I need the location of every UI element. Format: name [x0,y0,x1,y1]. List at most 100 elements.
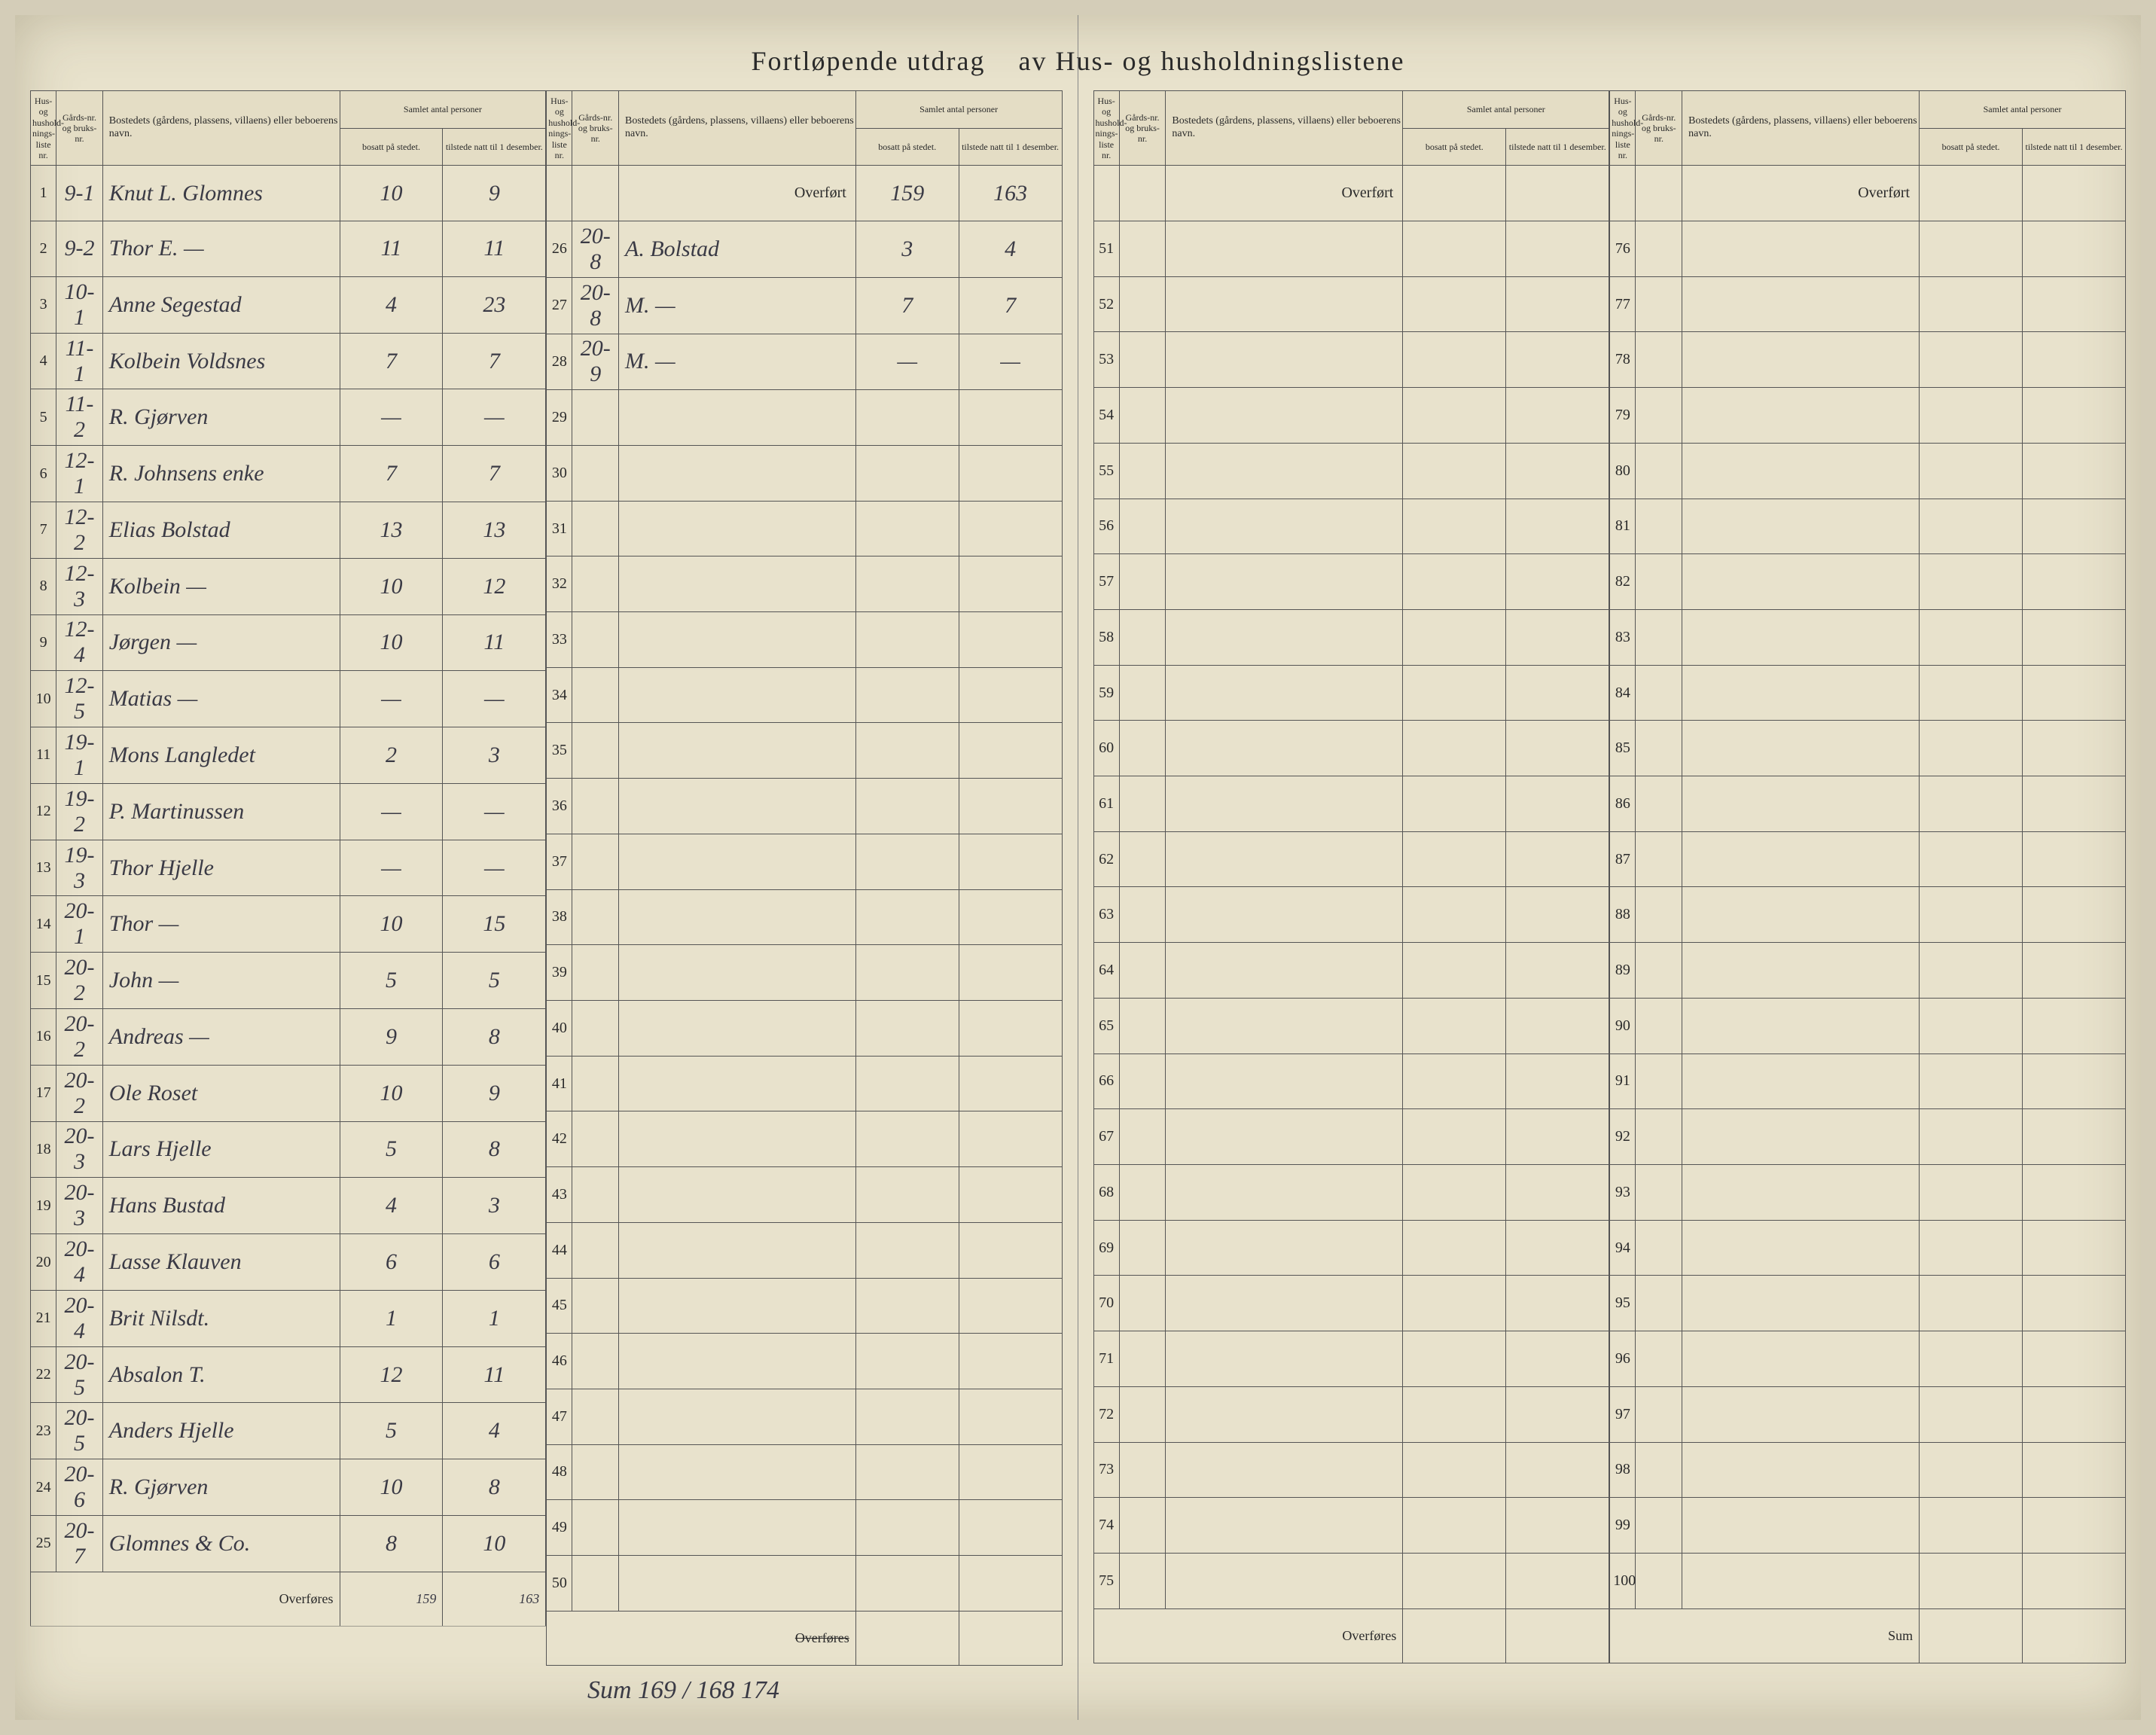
table-row: 1620-2Andreas —98 [31,1009,546,1066]
row-index: 11 [31,727,56,784]
resident-name: Kolbein — [102,558,340,614]
gaard-nr [1119,721,1166,776]
row-index: 55 [1093,443,1119,499]
tilstede-count [1506,276,1609,332]
bosatt-count [1920,831,2023,887]
table-row: 30 [547,445,1062,501]
table-row: 53 [1093,332,1609,388]
row-index: 73 [1093,1442,1119,1498]
table-row: 64 [1093,943,1609,999]
table-row: 1012-5Matias ——— [31,671,546,727]
row-index: 9 [31,614,56,671]
table-row: 40 [547,1000,1062,1056]
gaard-nr: 19-1 [56,727,103,784]
gaard-nr [572,445,619,501]
tilstede-count [959,445,1062,501]
resident-name [1166,332,1403,388]
tilstede-count [1506,998,1609,1054]
table-row: 31 [547,501,1062,556]
resident-name [1166,1109,1403,1165]
resident-name [1166,221,1403,277]
tilstede-count [2023,776,2126,832]
resident-name [1166,1442,1403,1498]
gaard-nr [1119,665,1166,721]
row-index: 10 [31,671,56,727]
tilstede-count [959,779,1062,834]
gaard-nr [1119,499,1166,554]
tilstede-count: 13 [443,502,546,558]
table-row: 81 [1610,499,2126,554]
gaard-nr [1636,1331,1682,1387]
bosatt-count: 2 [340,727,443,784]
tilstede-count [1506,332,1609,388]
table-row: 86 [1610,776,2126,832]
tilstede-count [959,945,1062,1001]
gaard-nr [572,390,619,446]
table-row: 83 [1610,609,2126,665]
row-index: 6 [31,446,56,502]
gaard-nr [1636,1054,1682,1109]
resident-name [619,556,856,612]
table-row: 80 [1610,443,2126,499]
table-row: 2120-4Brit Nilsdt.11 [31,1290,546,1346]
bosatt-count: 7 [340,446,443,502]
gaard-nr [1636,1165,1682,1221]
tilstede-count [959,501,1062,556]
gaard-nr [572,556,619,612]
gaard-nr [1636,1109,1682,1165]
bosatt-count: 5 [340,1403,443,1459]
overfort-row: Overført 159 163 [547,166,1062,221]
tilstede-count [959,390,1062,446]
gaard-nr [1119,1054,1166,1109]
resident-name: R. Gjørven [102,389,340,446]
tilstede-count [1506,554,1609,610]
bosatt-count [1403,1553,1506,1608]
resident-name: Kolbein Voldsnes [102,333,340,389]
resident-name [619,1444,856,1500]
row-index: 33 [547,612,572,668]
bosatt-count: — [340,389,443,446]
bosatt-count [1920,609,2023,665]
resident-name: Ole Roset [102,1065,340,1121]
resident-name [619,1167,856,1223]
tilstede-count: 8 [443,1459,546,1516]
bosatt-count: 9 [340,1009,443,1066]
bosatt-count [1403,1386,1506,1442]
table-row: 78 [1610,332,2126,388]
tilstede-count: — [959,334,1062,390]
table-row: 96 [1610,1331,2126,1387]
bosatt-count [1403,1331,1506,1387]
table-row: 19-1Knut L. Glomnes109 [31,166,546,221]
gaard-nr [1636,1553,1682,1608]
bosatt-count: 7 [855,277,959,334]
tilstede-count: 8 [443,1121,546,1178]
resident-name [619,501,856,556]
table-row: 39 [547,945,1062,1001]
table-row: 1920-3Hans Bustad43 [31,1178,546,1234]
bosatt-count [1403,499,1506,554]
tilstede-count [959,1334,1062,1389]
table-row: 38 [547,889,1062,945]
tilstede-count [959,612,1062,668]
table-row: 50 [547,1556,1062,1612]
bosatt-count: 10 [340,1065,443,1121]
tilstede-count [959,1222,1062,1278]
table-row: 57 [1093,554,1609,610]
row-index: 5 [31,389,56,446]
tilstede-count: 6 [443,1234,546,1291]
table-row: 100 [1610,1553,2126,1608]
gaard-nr: 20-7 [56,1516,103,1572]
tilstede-count [959,1056,1062,1111]
resident-name: A. Bolstad [619,221,856,278]
gaard-nr [1636,332,1682,388]
gaard-nr [1636,499,1682,554]
table-row: 87 [1610,831,2126,887]
bosatt-count: 10 [340,896,443,953]
resident-name: Jørgen — [102,614,340,671]
gaard-nr: 9-2 [56,221,103,277]
table-row: 84 [1610,665,2126,721]
bosatt-count [855,779,959,834]
resident-name: R. Gjørven [102,1459,340,1516]
row-index: 75 [1093,1553,1119,1608]
page-title: Fortløpende utdrag av Hus- og husholdnin… [15,45,2141,77]
